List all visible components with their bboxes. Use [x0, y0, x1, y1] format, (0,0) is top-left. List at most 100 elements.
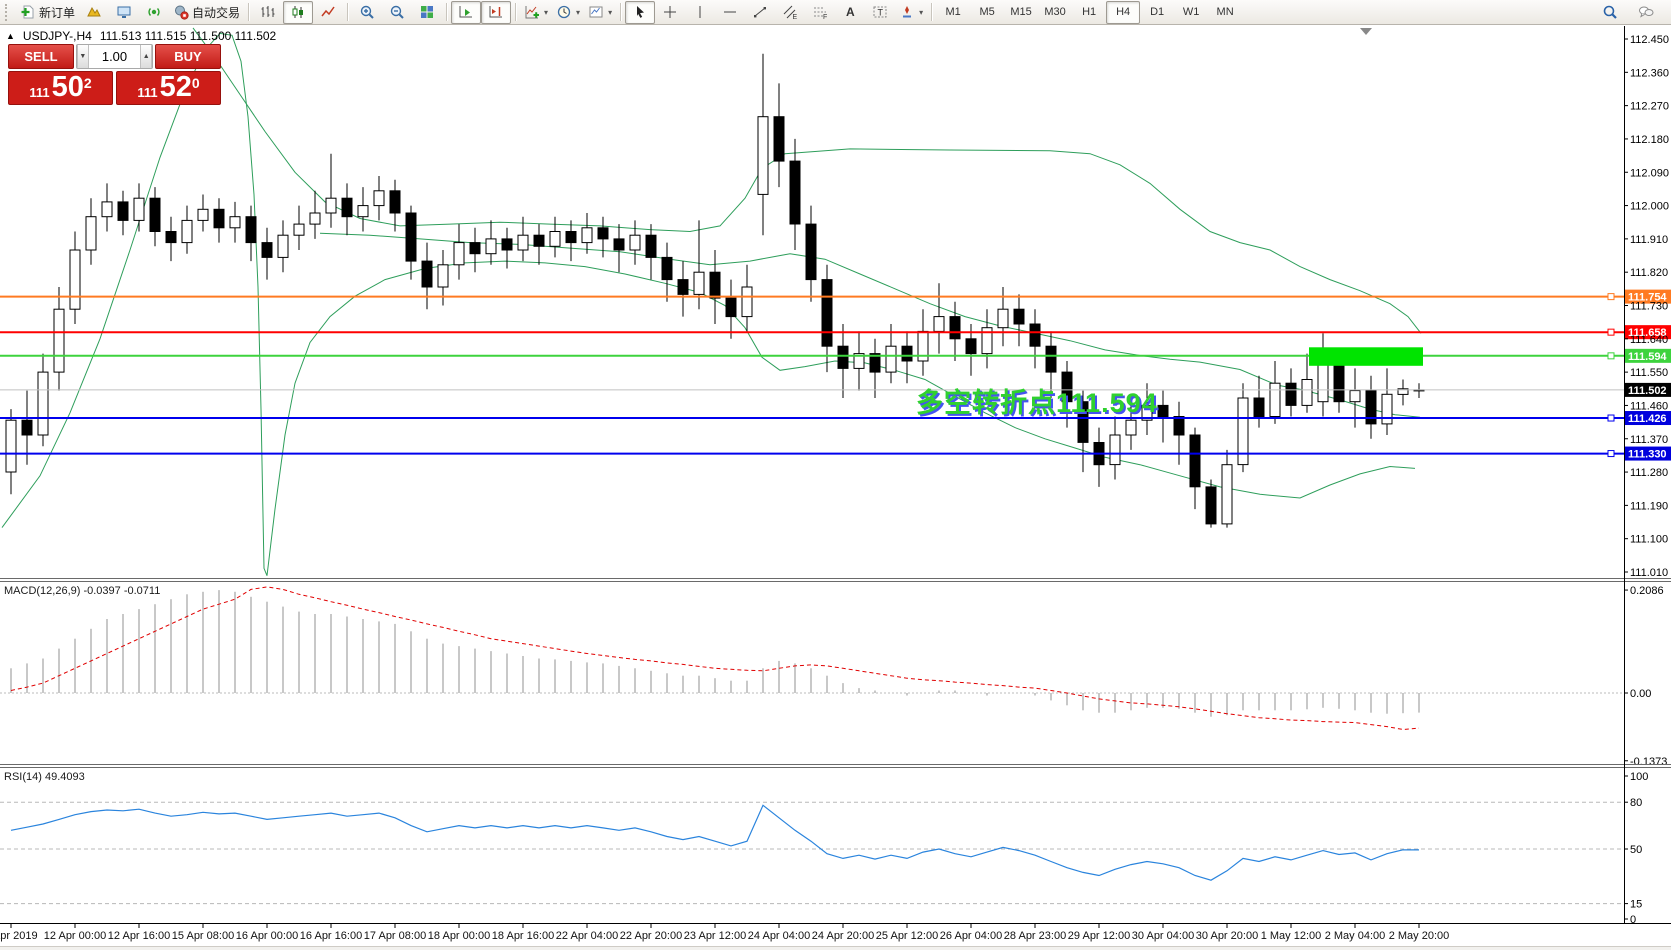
- rsi-axis-label: 80: [1630, 797, 1642, 809]
- level-handle[interactable]: [1607, 352, 1615, 360]
- auto-scroll-button[interactable]: [451, 0, 482, 24]
- vertical-line-button[interactable]: [685, 1, 715, 24]
- charts-button[interactable]: [79, 1, 109, 24]
- timeframe-h4[interactable]: H4: [1106, 0, 1141, 24]
- new-order-button[interactable]: 新订单: [16, 1, 79, 24]
- line-chart-button[interactable]: [313, 1, 343, 24]
- sell-price[interactable]: 111 50 2: [8, 71, 113, 105]
- chart-shift-button[interactable]: [481, 0, 512, 24]
- buy-price[interactable]: 111 52 0: [116, 71, 221, 105]
- horizontal-line-button[interactable]: [715, 1, 745, 24]
- zoom-out-button[interactable]: [382, 1, 412, 24]
- timeframe-m15[interactable]: M15: [1004, 1, 1038, 24]
- svg-text:F: F: [823, 14, 827, 20]
- volume-increase-button[interactable]: ▲: [140, 45, 152, 68]
- candle-body: [453, 242, 465, 266]
- candle-body: [405, 212, 417, 262]
- dropdown-caret-icon[interactable]: ▾: [544, 7, 549, 17]
- level-handle[interactable]: [1607, 328, 1615, 336]
- buy-button[interactable]: BUY: [155, 44, 221, 69]
- price-tick-label: 112.360: [1630, 67, 1669, 79]
- fibo-icon: F: [812, 4, 828, 20]
- timeframe-mn[interactable]: MN: [1208, 1, 1242, 24]
- timeframe-m5[interactable]: M5: [970, 1, 1004, 24]
- volume-input[interactable]: [88, 45, 141, 68]
- zoom-in-button[interactable]: [352, 1, 382, 24]
- collapse-chart-icon[interactable]: ▲: [6, 31, 15, 41]
- candlestick-button[interactable]: [283, 0, 314, 24]
- candle-body: [1077, 401, 1089, 443]
- candle-body: [1317, 364, 1329, 403]
- timeframe-w1[interactable]: W1: [1174, 1, 1208, 24]
- ohlc-quote-label: 111.513 111.515 111.500 111.502: [99, 29, 277, 43]
- candle-body: [1301, 379, 1313, 406]
- price-badge-label: 111.754: [1628, 292, 1667, 304]
- price-tick-label: 112.180: [1630, 134, 1669, 146]
- timeframe-h1[interactable]: H1: [1072, 1, 1106, 24]
- indicators-button[interactable]: ▾: [520, 1, 552, 24]
- text-button[interactable]: A: [835, 1, 865, 24]
- price-tick-label: 112.090: [1630, 167, 1669, 179]
- candle-body: [197, 208, 209, 221]
- auto-trading-button[interactable]: 自动交易: [169, 1, 244, 24]
- chat-button[interactable]: [1631, 1, 1661, 24]
- price-badge-label: 111.426: [1628, 413, 1667, 425]
- rsi-panel: 100 80 50 15 0: [0, 771, 1648, 926]
- tile-windows-button[interactable]: [412, 1, 442, 24]
- cursor-button[interactable]: [625, 0, 656, 24]
- candle-body: [1029, 323, 1041, 347]
- price-tick-label: 111.010: [1630, 567, 1668, 579]
- rsi-axis-label: 15: [1630, 899, 1642, 911]
- candle-body: [981, 327, 993, 355]
- text-label-button[interactable]: T: [865, 1, 895, 24]
- timeframe-m30-label: M30: [1044, 6, 1066, 18]
- charts-icon: [86, 4, 102, 20]
- chart-shift-marker-icon[interactable]: [1360, 28, 1372, 35]
- toolbar-separator: [446, 3, 448, 21]
- pivot-annotation-text[interactable]: 多空转折点111.594: [916, 388, 1158, 418]
- sell-button[interactable]: SELL: [8, 44, 74, 69]
- timeframe-h4-label: H4: [1116, 6, 1131, 18]
- price-badge: [1625, 411, 1671, 426]
- search-button[interactable]: [1595, 1, 1625, 24]
- equidistant-channel-button[interactable]: E: [775, 1, 805, 24]
- fibonacci-button[interactable]: F: [805, 1, 835, 24]
- dropdown-caret-icon[interactable]: ▾: [608, 7, 613, 17]
- level-handle[interactable]: [1607, 450, 1615, 458]
- periods-button[interactable]: ▾: [552, 1, 584, 24]
- arrows-button[interactable]: ▾: [895, 1, 927, 24]
- templates-button[interactable]: ▾: [584, 1, 616, 24]
- level-handle[interactable]: [1607, 293, 1615, 301]
- signals-button[interactable]: [139, 1, 169, 24]
- price-badge-label: 111.502: [1628, 385, 1667, 397]
- candle-body: [181, 219, 193, 244]
- trendline-button[interactable]: [745, 1, 775, 24]
- price-tick-label: 111.460: [1630, 400, 1668, 412]
- candle-body: [533, 234, 545, 247]
- timeframe-m1[interactable]: M1: [936, 1, 970, 24]
- price-tick-label: 111.910: [1630, 234, 1668, 246]
- rsi-axis-label: 50: [1630, 844, 1642, 856]
- candle-body: [373, 190, 385, 207]
- rsi-axis-label: 100: [1630, 771, 1648, 783]
- candle-body: [677, 279, 689, 295]
- time-tick-label: 16 Apr 16:00: [300, 930, 362, 942]
- candle-body: [741, 286, 753, 318]
- timeframe-d1[interactable]: D1: [1140, 1, 1174, 24]
- candle-body: [789, 160, 801, 225]
- dropdown-caret-icon[interactable]: ▾: [576, 7, 581, 17]
- search-icon: [1602, 4, 1618, 20]
- highlight-box[interactable]: [1309, 347, 1423, 366]
- channel-icon: E: [782, 4, 798, 20]
- market-watch-button[interactable]: [109, 1, 139, 24]
- level-handle[interactable]: [1607, 414, 1615, 422]
- toolbar-right-group: [1595, 1, 1661, 24]
- auto-trading-icon: [173, 4, 189, 20]
- dropdown-caret-icon[interactable]: ▾: [919, 7, 924, 17]
- volume-decrease-button[interactable]: ▼: [77, 45, 89, 68]
- crosshair-button[interactable]: [655, 1, 685, 24]
- bar-chart-button[interactable]: [253, 1, 283, 24]
- time-tick-label: 28 Apr 23:00: [1004, 930, 1066, 942]
- timeframe-m30[interactable]: M30: [1038, 1, 1072, 24]
